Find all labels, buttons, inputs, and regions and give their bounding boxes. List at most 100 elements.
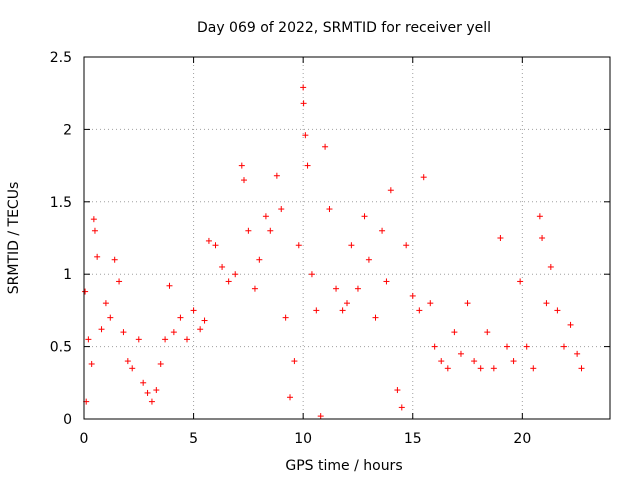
data-point (438, 358, 445, 365)
data-point (308, 271, 315, 278)
data-point (484, 329, 491, 336)
data-point (94, 253, 101, 260)
data-point (91, 227, 98, 234)
data-point (111, 256, 118, 263)
data-point (98, 326, 105, 333)
data-point (129, 365, 136, 372)
data-point (387, 187, 394, 194)
x-tick-label: 5 (189, 431, 198, 447)
x-tick-label: 0 (80, 431, 89, 447)
data-point (560, 343, 567, 350)
data-point (190, 307, 197, 314)
data-point (232, 271, 239, 278)
y-tick-label: 2 (63, 122, 72, 138)
data-point (212, 242, 219, 249)
data-point (464, 300, 471, 307)
x-tick-label: 15 (404, 431, 422, 447)
y-axis-label: SRMTID / TECUs (6, 182, 22, 295)
data-point (300, 84, 307, 91)
y-tick-label: 2.5 (50, 50, 72, 66)
axis-ticks: 0 5 10 15 20 0 0.5 1 1.5 2 2.5 (50, 50, 610, 447)
data-point (102, 300, 109, 307)
data-point (523, 343, 530, 350)
x-tick-label: 20 (513, 431, 531, 447)
data-point (530, 365, 537, 372)
data-point (157, 360, 164, 367)
y-tick-label: 0.5 (50, 340, 72, 356)
data-point (287, 394, 294, 401)
data-point (197, 326, 204, 333)
data-point (361, 213, 368, 220)
data-point (578, 365, 585, 372)
data-point (85, 336, 92, 343)
data-point (326, 206, 333, 213)
data-point (153, 387, 160, 394)
data-point (302, 132, 309, 139)
data-point (135, 336, 142, 343)
x-axis-label: GPS time / hours (285, 458, 402, 474)
data-point (444, 365, 451, 372)
x-tick-label: 10 (294, 431, 312, 447)
data-point (251, 285, 258, 292)
data-point (245, 227, 252, 234)
y-tick-label: 1 (63, 267, 72, 283)
data-point (282, 314, 289, 321)
data-points (82, 84, 585, 420)
data-point (177, 314, 184, 321)
data-point (497, 235, 504, 241)
data-point (300, 100, 307, 107)
data-point (317, 413, 324, 420)
data-point (291, 358, 298, 365)
chart-title: Day 069 of 2022, SRMTID for receiver yel… (197, 20, 491, 36)
data-point (124, 358, 131, 365)
data-point (409, 292, 416, 299)
data-point (140, 379, 147, 386)
data-point (219, 263, 226, 270)
data-point (304, 162, 311, 169)
y-tick-label: 0 (63, 412, 72, 428)
data-point (344, 300, 350, 307)
data-point (240, 177, 247, 184)
data-point (116, 278, 123, 285)
data-point (238, 162, 245, 169)
grid-lines (84, 57, 610, 419)
data-point (313, 307, 320, 314)
data-point (471, 358, 478, 365)
data-point (107, 314, 114, 321)
data-point (451, 329, 458, 336)
data-point (184, 336, 191, 343)
data-point (543, 300, 550, 307)
data-point (273, 172, 280, 179)
data-point (574, 350, 581, 357)
data-point (372, 314, 379, 321)
plot-frame (83, 56, 611, 420)
data-point (379, 227, 386, 234)
data-point (225, 278, 232, 285)
data-point (148, 398, 155, 405)
data-point (166, 282, 173, 289)
data-point (120, 329, 127, 336)
data-point (383, 278, 390, 285)
data-point (144, 389, 151, 396)
data-point (295, 242, 302, 249)
data-point (403, 242, 410, 249)
data-point (205, 237, 212, 244)
data-point (536, 213, 543, 220)
data-point (170, 329, 177, 336)
data-point (510, 358, 517, 365)
data-point (539, 235, 546, 241)
data-point (201, 317, 208, 324)
y-tick-label: 1.5 (50, 195, 72, 211)
data-point (420, 174, 427, 181)
data-point (398, 404, 405, 411)
data-point (517, 278, 524, 285)
data-point (322, 143, 329, 150)
data-point (82, 288, 89, 295)
data-point (554, 307, 561, 314)
data-point (262, 213, 269, 220)
data-point (503, 343, 510, 350)
data-point (90, 216, 97, 223)
data-point (457, 350, 464, 357)
data-point (365, 256, 372, 263)
